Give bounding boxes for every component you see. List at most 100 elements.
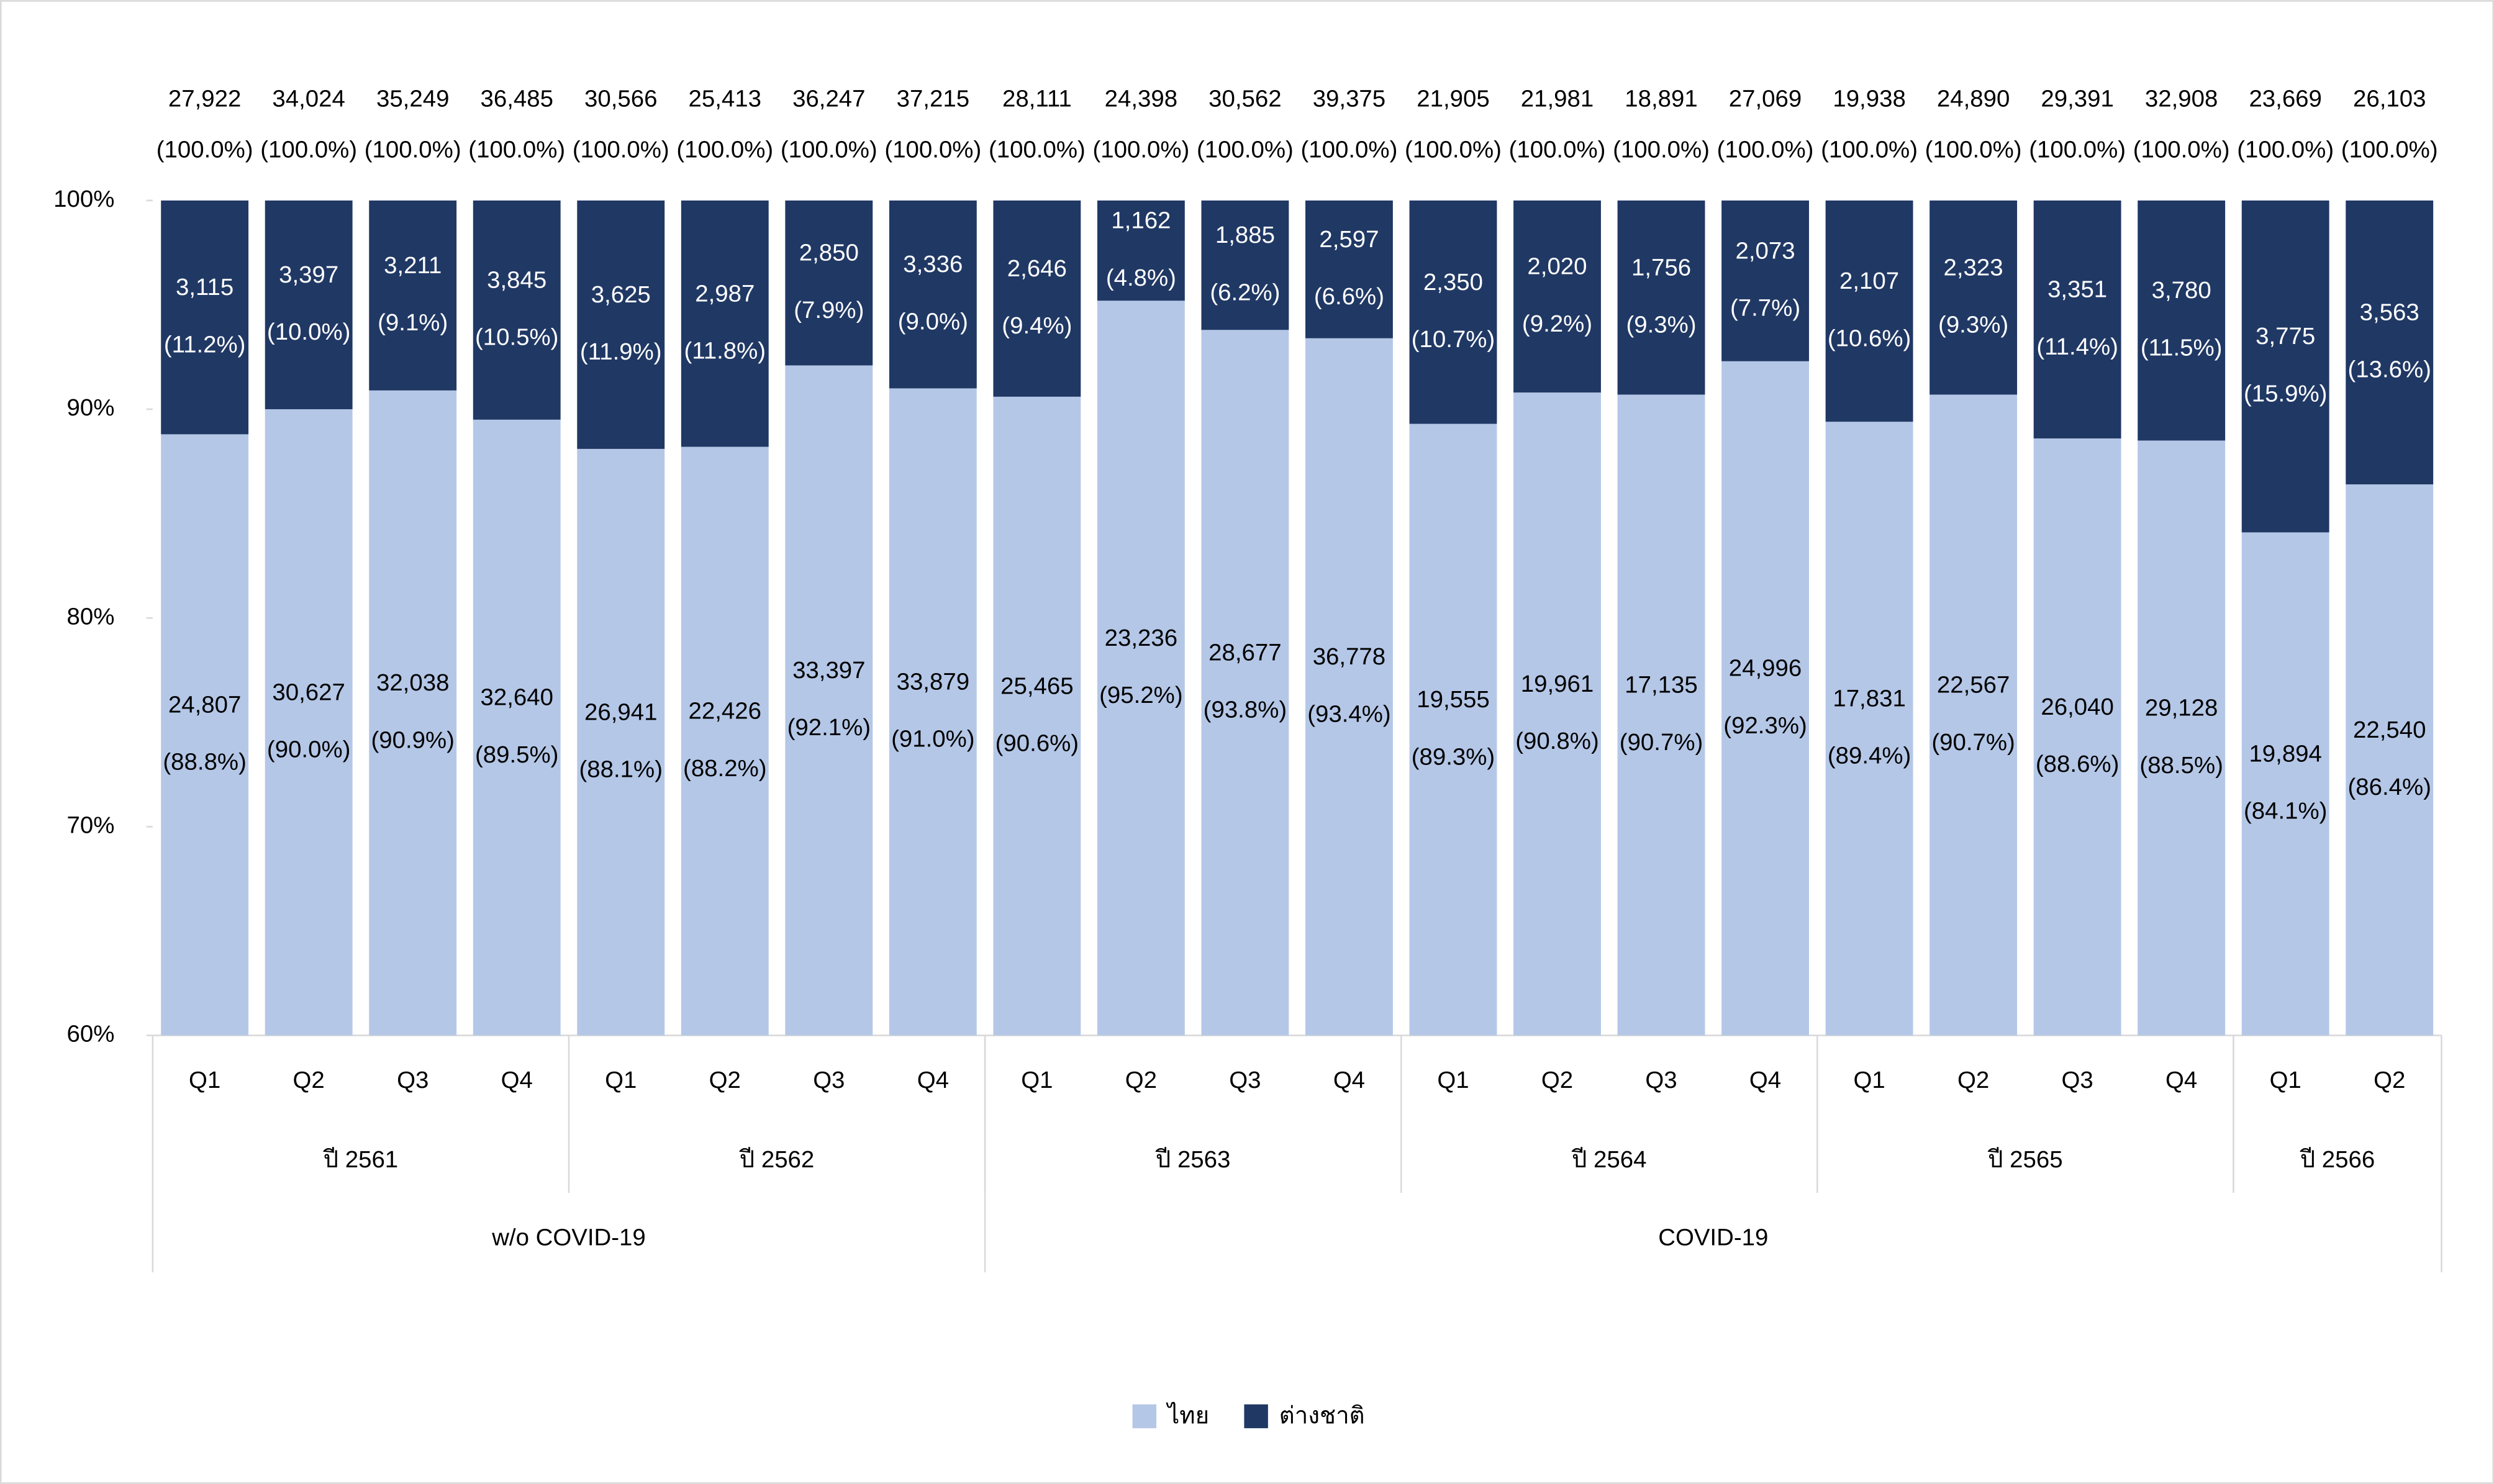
value-label: (86.4%): [2347, 774, 2431, 800]
count-label: 33,397: [792, 657, 865, 684]
bar-segment: [1201, 200, 1289, 330]
total-pct-label: (100.0%): [781, 137, 877, 163]
value-label: (92.1%): [787, 714, 871, 741]
total-label: 18,891: [1625, 86, 1697, 112]
value-label: (6.6%): [1314, 283, 1384, 310]
value-label: (92.3%): [1723, 712, 1807, 739]
bar-segment: [577, 200, 665, 449]
x-tick-label: Q1: [189, 1067, 220, 1093]
count-label: 17,831: [1833, 685, 1905, 712]
x-tick-label: Q2: [1957, 1067, 1989, 1093]
total-pct-label: (100.0%): [573, 137, 669, 163]
bar-segment: [1721, 361, 1809, 1036]
bar-segment: [577, 448, 665, 1036]
total-label: 32,908: [2145, 86, 2218, 112]
count-label: 24,807: [168, 692, 241, 718]
value-label: (88.6%): [2036, 751, 2119, 777]
value-label: (89.4%): [1828, 743, 1911, 769]
total-pct-label: (100.0%): [1821, 137, 1918, 163]
bar-segment: [1409, 200, 1497, 424]
count-label: 2,987: [695, 280, 755, 307]
count-label: 3,351: [2047, 276, 2107, 303]
count-label: 3,115: [176, 274, 234, 301]
bar-segment: [2138, 440, 2226, 1036]
bar-segment: [1097, 200, 1185, 301]
x-tick-label: Q1: [2270, 1067, 2301, 1093]
bar-segment: [1929, 394, 2018, 1036]
count-label: 3,563: [2360, 299, 2419, 326]
value-label: (90.7%): [1931, 729, 2015, 756]
count-label: 17,135: [1625, 672, 1697, 699]
total-label: 25,413: [689, 86, 761, 112]
count-label: 1,162: [1111, 207, 1171, 234]
total-pct-label: (100.0%): [260, 137, 357, 163]
bar-segment: [2241, 532, 2329, 1036]
bar-segment: [1617, 200, 1705, 395]
value-label: (7.9%): [794, 297, 864, 323]
x-tick-label: Q1: [1437, 1067, 1469, 1093]
count-label: 19,961: [1521, 671, 1594, 697]
count-label: 22,567: [1937, 672, 2010, 699]
value-label: (9.2%): [1522, 310, 1592, 337]
total-pct-label: (100.0%): [676, 137, 773, 163]
bar-segment: [1513, 200, 1601, 393]
bar-segment: [2241, 200, 2329, 533]
total-pct-label: (100.0%): [1301, 137, 1398, 163]
value-label: (13.6%): [2347, 356, 2431, 383]
count-label: 24,996: [1729, 655, 1802, 682]
bar-segment: [2346, 200, 2434, 485]
value-label: (11.8%): [684, 337, 766, 364]
x-tick-label: Q4: [1749, 1067, 1781, 1093]
total-label: 39,375: [1313, 86, 1385, 112]
count-label: 2,107: [1839, 268, 1899, 294]
total-pct-label: (100.0%): [1405, 137, 1502, 163]
x-tick-label: Q2: [1125, 1067, 1157, 1093]
count-label: 29,128: [2145, 695, 2218, 722]
x-tick-label: Q4: [501, 1067, 533, 1093]
total-pct-label: (100.0%): [1092, 137, 1189, 163]
bar-segment: [1825, 422, 1913, 1036]
count-label: 3,775: [2256, 323, 2315, 350]
count-label: 32,640: [480, 684, 553, 711]
x-tick-label: Q3: [1645, 1067, 1677, 1093]
count-label: 32,038: [376, 669, 449, 696]
count-label: 25,465: [1000, 672, 1073, 699]
value-label: (89.3%): [1412, 743, 1495, 770]
x-tick-label: Q1: [605, 1067, 637, 1093]
value-label: (11.4%): [2036, 333, 2118, 360]
total-pct-label: (100.0%): [468, 137, 565, 163]
bar-segment: [2033, 438, 2121, 1036]
bar-segment: [265, 409, 353, 1036]
legend-swatch: [1132, 1404, 1157, 1429]
total-pct-label: (100.0%): [2133, 137, 2230, 163]
bar-segment: [2138, 200, 2226, 441]
x-tick-label: Q4: [917, 1067, 949, 1093]
total-pct-label: (100.0%): [1509, 137, 1606, 163]
x-tick-label: Q2: [293, 1067, 325, 1093]
bar-segment: [993, 396, 1081, 1036]
count-label: 2,850: [799, 240, 859, 266]
total-label: 35,249: [376, 86, 449, 112]
count-label: 2,597: [1319, 226, 1379, 253]
value-label: (9.0%): [898, 308, 968, 335]
total-pct-label: (100.0%): [2341, 137, 2438, 163]
year-label: ปี 2566: [2299, 1146, 2375, 1173]
count-label: 30,627: [272, 679, 345, 705]
value-label: (88.5%): [2139, 752, 2223, 779]
x-tick-label: Q4: [1333, 1067, 1365, 1093]
bar-segment: [889, 200, 977, 389]
total-label: 28,111: [1002, 86, 1072, 112]
count-label: 28,677: [1208, 639, 1281, 666]
bar-segment: [161, 434, 249, 1036]
bar-segment: [473, 419, 561, 1036]
count-label: 19,555: [1417, 686, 1489, 713]
bar-segment: [681, 446, 769, 1036]
value-label: (90.8%): [1515, 728, 1598, 754]
bar-segment: [1305, 200, 1393, 338]
value-label: (93.4%): [1307, 700, 1390, 727]
total-pct-label: (100.0%): [989, 137, 1086, 163]
bar-segment: [1097, 301, 1185, 1036]
count-label: 1,756: [1631, 254, 1691, 281]
total-label: 27,069: [1729, 86, 1802, 112]
